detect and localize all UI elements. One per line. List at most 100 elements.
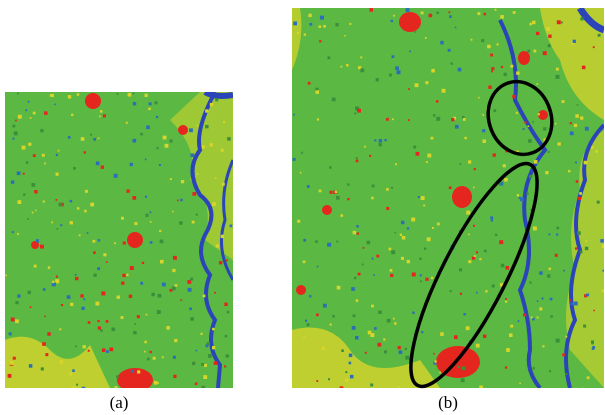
speckle [55,279,60,284]
speckle [401,235,406,240]
speckle [195,213,198,216]
speckle [109,347,114,352]
speckle [573,301,578,306]
speckle [344,34,346,37]
speckle [201,385,206,388]
speckle [341,349,344,353]
speckle [482,129,486,133]
speckle [105,261,108,263]
speckle [315,240,318,243]
speckle [430,136,434,140]
speckle [173,374,177,379]
speckle [536,83,539,85]
speckle [340,65,343,68]
speckle [9,361,14,365]
speckle [470,38,473,41]
speckle [591,146,594,149]
speckle [542,345,545,348]
speckle [78,234,81,237]
speckle [453,335,458,340]
speckle [355,335,359,340]
speckle [348,353,353,358]
speckle [448,186,452,190]
urban-patch [31,241,39,249]
speckle [224,302,228,307]
speckle [187,287,192,292]
speckle [147,357,150,361]
speckle [132,196,137,200]
speckle [126,189,130,193]
speckle [490,219,493,222]
speckle [203,363,207,367]
speckle [205,109,209,113]
speckle [482,139,486,143]
speckle [586,293,590,297]
speckle [86,232,89,234]
speckle [473,255,476,257]
speckle [351,325,356,330]
speckle [129,162,133,167]
speckle [391,118,394,121]
speckle [161,282,166,287]
speckle [532,367,535,370]
speckle [194,382,198,386]
speckle [533,49,537,53]
speckle [161,356,164,359]
speckle [81,386,86,388]
speckle [329,190,333,194]
speckle [302,260,306,264]
speckle [515,111,518,114]
speckle [346,63,349,67]
speckle [126,273,129,277]
speckle [423,247,427,250]
speckle [569,122,572,125]
speckle [35,209,37,212]
speckle [383,338,386,341]
speckle [369,154,372,157]
speckle [8,332,12,336]
speckle [503,72,507,77]
speckle [506,348,510,352]
speckle [47,266,51,269]
speckle [377,342,382,347]
yellow-region [540,8,604,120]
urban-patch [178,125,188,135]
speckle [349,22,352,25]
speckle [327,242,332,247]
speckle [591,347,595,350]
speckle [144,93,148,97]
speckle [347,183,350,186]
speckle [132,138,137,143]
speckle [491,70,493,73]
speckle [423,204,426,207]
speckle [576,104,579,106]
speckle [453,116,457,120]
speckle [80,137,85,141]
speckle [592,46,595,49]
speckle [520,387,523,388]
speckle [391,250,396,255]
speckle [309,22,313,26]
speckle [473,224,476,227]
speckle [95,161,100,166]
speckle [491,284,495,288]
speckle [189,307,192,311]
speckle [336,240,339,243]
speckle [92,239,96,243]
speckle [55,172,59,176]
speckle [59,360,64,364]
speckle [353,276,357,280]
speckle [95,301,100,306]
speckle [499,181,504,186]
speckle [550,315,553,318]
speckle [201,362,205,366]
speckle [493,109,497,113]
speckle [405,8,410,12]
speckle [81,306,85,310]
speckle [395,163,397,166]
urban-patch [518,51,530,65]
speckle [348,361,352,365]
speckle [174,338,178,343]
speckle [562,353,566,357]
speckle [100,329,103,332]
